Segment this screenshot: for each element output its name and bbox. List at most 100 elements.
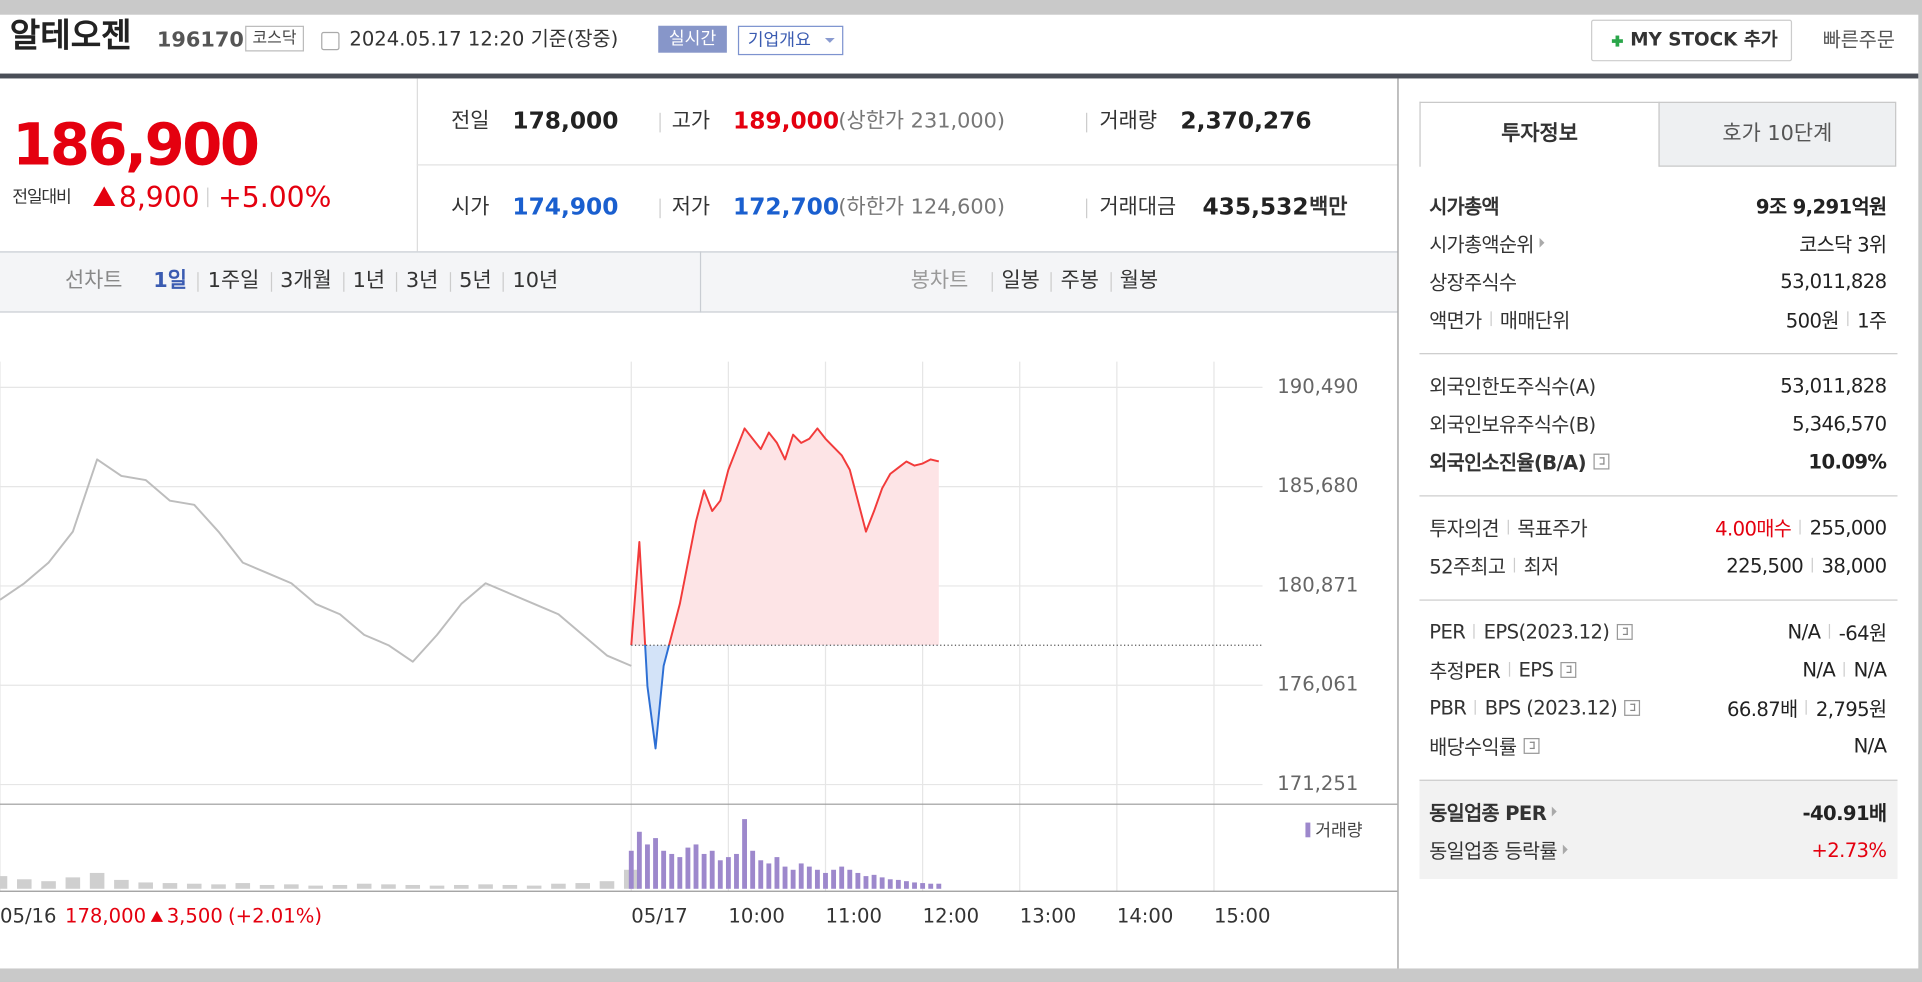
- candle-tab[interactable]: 주봉: [1060, 268, 1099, 293]
- info-row: PBR BPS (2023.12) 66.87배 2,795원: [1429, 695, 1887, 721]
- divider: [207, 187, 209, 208]
- prev-change: 3,500: [167, 904, 223, 927]
- info-value: 53,011,828: [1780, 269, 1887, 293]
- summary-label: 전일: [451, 109, 490, 134]
- info-tab[interactable]: [1658, 101, 1897, 167]
- summary-label: 거래대금: [1099, 194, 1177, 220]
- company-button[interactable]: 기업개요: [737, 25, 844, 56]
- volume-bar: [928, 883, 934, 889]
- info-row: 외국인소진율(B/A) 10.09%: [1429, 449, 1887, 474]
- x-tick-label: 05/16: [0, 904, 57, 927]
- y-tick-label: 176,061: [1277, 673, 1358, 696]
- period-tab[interactable]: 3년: [405, 268, 439, 293]
- candle-tab[interactable]: 월봉: [1119, 268, 1159, 293]
- volume-bar: [636, 831, 642, 889]
- info-label: PBR: [1429, 695, 1467, 719]
- volume-bar: [162, 883, 178, 889]
- info-label: 투자의견: [1429, 517, 1499, 541]
- volume-bar: [717, 860, 723, 889]
- info-value: N/A: [1787, 619, 1821, 643]
- realtime-badge[interactable]: 실시간: [658, 25, 727, 53]
- info-labels: 동일업종 등락률: [1429, 835, 1568, 864]
- info-row: PER EPS(2023.12) N/A -64원: [1429, 619, 1887, 645]
- arrow-icon: [1552, 806, 1558, 817]
- divider: [1050, 272, 1053, 292]
- quick-order[interactable]: 빠른주문: [1822, 28, 1895, 52]
- mystock-label: MY STOCK 추가: [1630, 28, 1778, 51]
- info-row: 시가총액 9조 9,291억원: [1429, 190, 1887, 219]
- info-label: EPS: [1518, 657, 1554, 681]
- volume-bar: [814, 869, 820, 889]
- help-icon[interactable]: [1593, 452, 1610, 469]
- summary-unit: 백만: [1309, 194, 1348, 220]
- info-value: 9조 9,291억원: [1755, 194, 1887, 219]
- y-tick-label: 171,251: [1277, 772, 1358, 795]
- calendar-icon: [321, 31, 340, 51]
- info-values: 53,011,828: [1780, 269, 1887, 293]
- period-tab[interactable]: 1일: [153, 268, 187, 293]
- period-tab[interactable]: 3개월: [280, 268, 332, 293]
- divider: [991, 272, 993, 292]
- volume-bar: [653, 838, 658, 889]
- datetime: 2024.05.17 12:20: [349, 26, 525, 51]
- price-line: [0, 458, 632, 667]
- divider: [1507, 519, 1509, 535]
- volume-bar: [551, 883, 566, 889]
- info-value: -40.91배: [1802, 801, 1887, 826]
- divider: [1086, 112, 1088, 133]
- period-tab[interactable]: 1주일: [207, 268, 260, 293]
- divider: [699, 251, 702, 313]
- info-labels: 배당수익률: [1429, 731, 1540, 760]
- summary-label: 거래량: [1099, 109, 1158, 134]
- info-label: 목표주가: [1517, 517, 1588, 541]
- mystock-button[interactable]: [1591, 19, 1793, 62]
- divider: [1799, 519, 1802, 535]
- volume-bar: [677, 857, 683, 889]
- info-labels: 상장주식수: [1429, 266, 1517, 295]
- info-labels: 시가총액순위: [1429, 228, 1545, 257]
- divider: [1508, 661, 1510, 677]
- volume-bar: [734, 853, 739, 889]
- info-values: 4.00매수 255,000: [1715, 512, 1887, 541]
- period-tab[interactable]: 10년: [512, 268, 559, 293]
- info-row: 액면가 매매단위 500원 1주: [1429, 306, 1887, 333]
- summary-value: 2,370,276: [1180, 107, 1312, 135]
- volume-bar: [936, 883, 942, 889]
- info-values: 9조 9,291억원: [1756, 190, 1887, 219]
- help-icon[interactable]: [1523, 737, 1540, 754]
- period-tab[interactable]: 5년: [459, 268, 492, 293]
- volume-bar: [758, 860, 764, 889]
- prev-close: 178,000: [65, 904, 146, 927]
- info-tab-label: 투자정보: [1501, 121, 1578, 146]
- info-value: 4.00매수: [1715, 517, 1792, 541]
- current-price: 186,900: [12, 111, 260, 179]
- info-label: 52주최고: [1429, 555, 1506, 579]
- candle-tab[interactable]: 일봉: [1001, 268, 1040, 293]
- x-tick-label: 11:00: [826, 904, 883, 927]
- volume-bar: [89, 872, 105, 889]
- up-triangle: [150, 910, 164, 922]
- summary-extra: (상한가 231,000): [838, 109, 1005, 134]
- divider: [1806, 699, 1808, 715]
- volume-bar: [41, 881, 56, 889]
- change: 8,900: [118, 182, 200, 215]
- help-icon[interactable]: [1560, 661, 1577, 678]
- section-divider: [1419, 779, 1898, 781]
- divider: [1513, 557, 1516, 573]
- arrow-icon: [1563, 844, 1568, 855]
- divider: [1109, 272, 1112, 292]
- period-tab[interactable]: 1년: [352, 268, 386, 293]
- info-label: 상장주식수: [1429, 270, 1517, 295]
- info-values: 225,500 38,000: [1726, 553, 1887, 576]
- info-labels: 투자의견 목표주가: [1429, 512, 1587, 541]
- info-value: N/A: [1802, 657, 1836, 681]
- volume-bar: [847, 869, 853, 889]
- chart-kind: 선차트: [64, 268, 123, 293]
- volume-bar: [895, 879, 901, 889]
- info-value: 500원: [1785, 308, 1840, 333]
- help-icon[interactable]: [1624, 699, 1641, 716]
- help-icon[interactable]: [1616, 623, 1633, 640]
- info-label: EPS(2023.12): [1483, 619, 1610, 643]
- info-values: 5,346,570: [1792, 411, 1887, 434]
